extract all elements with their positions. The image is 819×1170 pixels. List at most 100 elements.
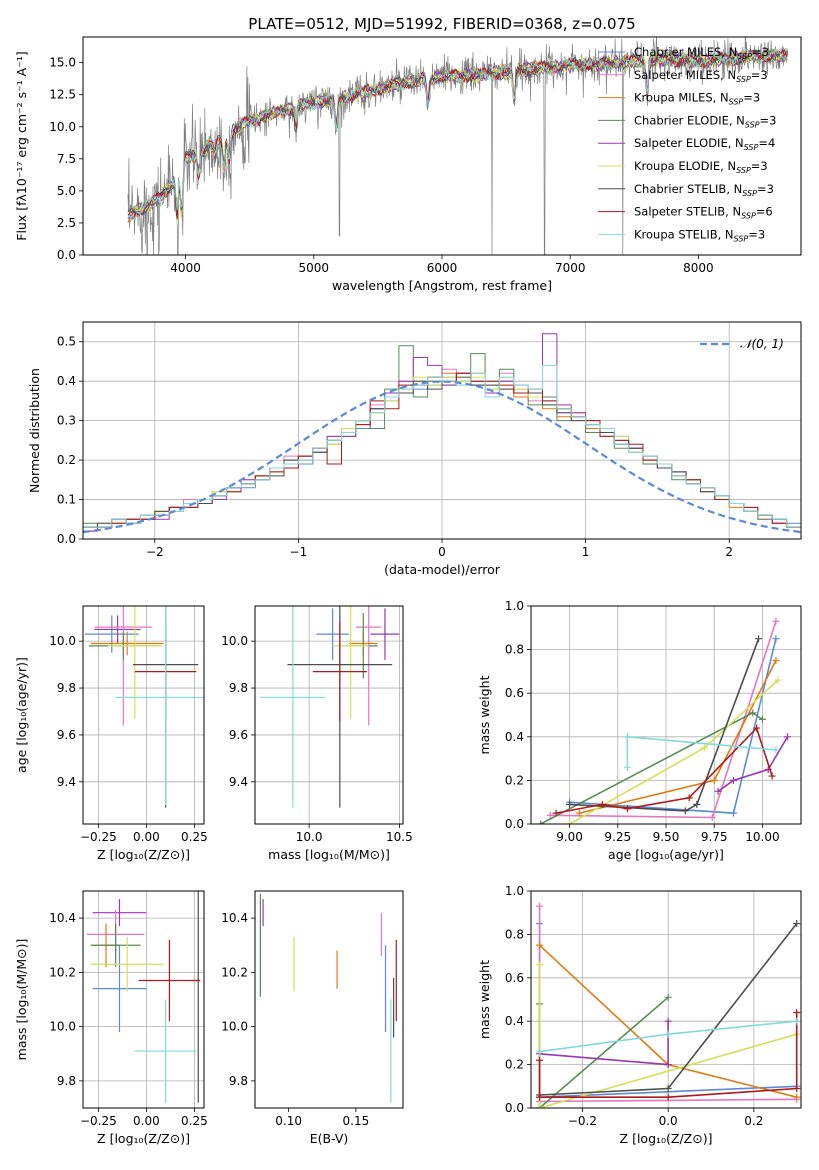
error-bar-point (134, 999, 197, 1103)
mass-weight-marker (784, 733, 791, 741)
y-tick-label: 7.5 (57, 152, 76, 166)
weight_vs_z-frame (530, 890, 802, 1109)
mass-weight-line (555, 726, 773, 814)
x-tick-label: 5000 (299, 261, 330, 275)
x-tick-label: −1 (290, 545, 308, 559)
mass-weight-marker (693, 800, 701, 808)
y-tick-label: 9.4 (229, 775, 248, 789)
x-tick-label: 10.00 (745, 830, 779, 844)
mass-weight-marker (681, 807, 689, 815)
y-tick-label: 0.6 (505, 686, 524, 700)
y-tick-label: 0.0 (505, 1101, 524, 1115)
mass-weight-marker (536, 961, 544, 969)
histogram-plot-area (83, 322, 801, 539)
error-bar-point (92, 899, 147, 927)
error-bar-point (94, 615, 141, 644)
y-tick-label: 0.0 (57, 248, 76, 262)
age_vs_mass-plot-area (255, 606, 403, 824)
mass-weight-marker (758, 715, 766, 723)
model-spectrum (127, 48, 788, 219)
error-bar-point (356, 606, 382, 726)
mass-weight-marker (793, 1093, 801, 1101)
chart-title: PLATE=0512, MJD=51992, FIBERID=0368, z=0… (248, 15, 635, 33)
y-tick-label: 10.4 (221, 911, 248, 925)
mass-weight-marker (772, 635, 780, 643)
legend-label: Chabrier STELIB, NSSP=3 (634, 182, 774, 198)
legend-label: 𝒩(0, 1) (740, 337, 784, 351)
mass_vs_ebv-plot-area (259, 893, 397, 1103)
y-tick-label: 9.8 (57, 681, 76, 695)
x-tick-label: 1 (582, 545, 590, 559)
mass-weight-marker (708, 813, 716, 821)
mass-weight-marker (664, 993, 672, 1001)
mass-weight-marker (546, 811, 554, 819)
x-tick-label: 0.00 (133, 1114, 160, 1128)
legend-label: Kroupa ELODIE, NSSP=3 (634, 159, 768, 175)
mass-weight-marker (623, 763, 631, 771)
mass-weight-marker (714, 787, 722, 795)
x-axis-label: Z [log₁₀(Z/Z⊙)] (97, 847, 190, 862)
x-tick-label: 6000 (427, 261, 458, 275)
error-bar-point (316, 608, 349, 660)
mass-weight-line (717, 736, 789, 792)
mass-weight-marker (536, 1048, 544, 1056)
weight_vs_z-plot-area (531, 891, 801, 1108)
y-tick-label: 0.8 (505, 643, 524, 657)
error-bar-point (90, 923, 141, 967)
x-tick-label: −2 (146, 545, 164, 559)
error-bar-point (332, 606, 369, 719)
weight_vs_z-panel: −0.2 0.0 0.2 0.0 0.2 0.4 0.6 0.8 1.0 Z [log₁₀(Z/Z… (477, 884, 802, 1146)
y-tick-label: 9.8 (229, 681, 248, 695)
x-tick-label: −0.25 (80, 1114, 117, 1128)
error-bar-point (92, 945, 147, 1033)
legend-label: Salpeter ELODIE, NSSP=4 (634, 136, 775, 152)
y-tick-label: 10.0 (49, 1020, 76, 1034)
y-tick-label: 10.0 (221, 1020, 248, 1034)
y-axis-label: mass weight (477, 960, 492, 1039)
x-tick-label: 4000 (170, 261, 201, 275)
spectrum-panel: PLATE=0512, MJD=51992, FIBERID=0368, z=0… (14, 15, 802, 293)
y-tick-label: 0.5 (57, 335, 76, 349)
y-tick-label: 0.2 (505, 773, 524, 787)
mass_vs_z-panel: −0.25 0.00 0.25 9.8 10.0 10.2 10.4 Z [log₁₀(Z/Z… (14, 890, 208, 1146)
x-tick-label: 9.00 (556, 830, 583, 844)
error-bar-point (260, 606, 326, 808)
age_vs_z-panel: −0.25 0.00 0.25 9.4 9.6 9.8 10.0 Z [log₁₀(Z/Z⊙)… (14, 605, 208, 862)
legend-label: Salpeter MILES, NSSP=3 (634, 68, 768, 84)
y-tick-label: 12.5 (49, 88, 76, 102)
x-axis-label: mass [log₁₀(M/M⊙)] (268, 847, 390, 862)
y-tick-label: 0.2 (57, 453, 76, 467)
y-tick-label: 9.8 (229, 1074, 248, 1088)
mass-weight-marker (664, 1030, 672, 1038)
mass_vs_z-frame (82, 890, 205, 1109)
spectrum-plot-area (127, 37, 789, 255)
x-tick-label: 10.5 (386, 830, 413, 844)
y-axis-label: age [log₁₀(age/yr)] (14, 657, 29, 773)
x-axis-label: E(B-V) (310, 1131, 349, 1146)
mass-weight-marker (664, 1017, 672, 1025)
x-tick-label: 0.2 (744, 1114, 763, 1128)
legend-label: Kroupa MILES, NSSP=3 (634, 91, 760, 107)
y-tick-label: 2.5 (57, 216, 76, 230)
y-tick-label: 1.0 (505, 884, 524, 898)
x-axis-label: Z [log₁₀(Z/Z⊙)] (97, 1131, 190, 1146)
mass-weight-marker (566, 800, 574, 808)
age_vs_z-plot-area (83, 606, 204, 824)
x-tick-label: 0.0 (659, 1114, 678, 1128)
weight_vs_age-panel: 9.00 9.25 9.50 9.75 10.00 0.0 0.2 0.4 0.6 0.8 1.0 a… (477, 599, 802, 862)
mass_vs_z-plot-area (83, 891, 204, 1108)
legend-label: Chabrier ELODIE, NSSP=3 (634, 113, 776, 129)
mass-weight-marker (749, 709, 757, 717)
y-tick-label: 1.0 (505, 599, 524, 613)
y-tick-label: 9.8 (57, 1074, 76, 1088)
mass-weight-marker (730, 776, 737, 784)
mass-weight-marker (664, 1093, 672, 1101)
y-tick-label: 10.2 (221, 965, 248, 979)
mass-weight-marker (664, 1061, 672, 1069)
error-bar-point (84, 615, 139, 653)
mass_vs_ebv-panel: 0.10 0.15 9.8 10.0 10.2 10.4 E(B-V) (221, 890, 404, 1146)
mass-weight-marker (710, 776, 718, 784)
y-tick-label: 0.1 (57, 493, 76, 507)
x-tick-label: 0.15 (343, 1114, 370, 1128)
